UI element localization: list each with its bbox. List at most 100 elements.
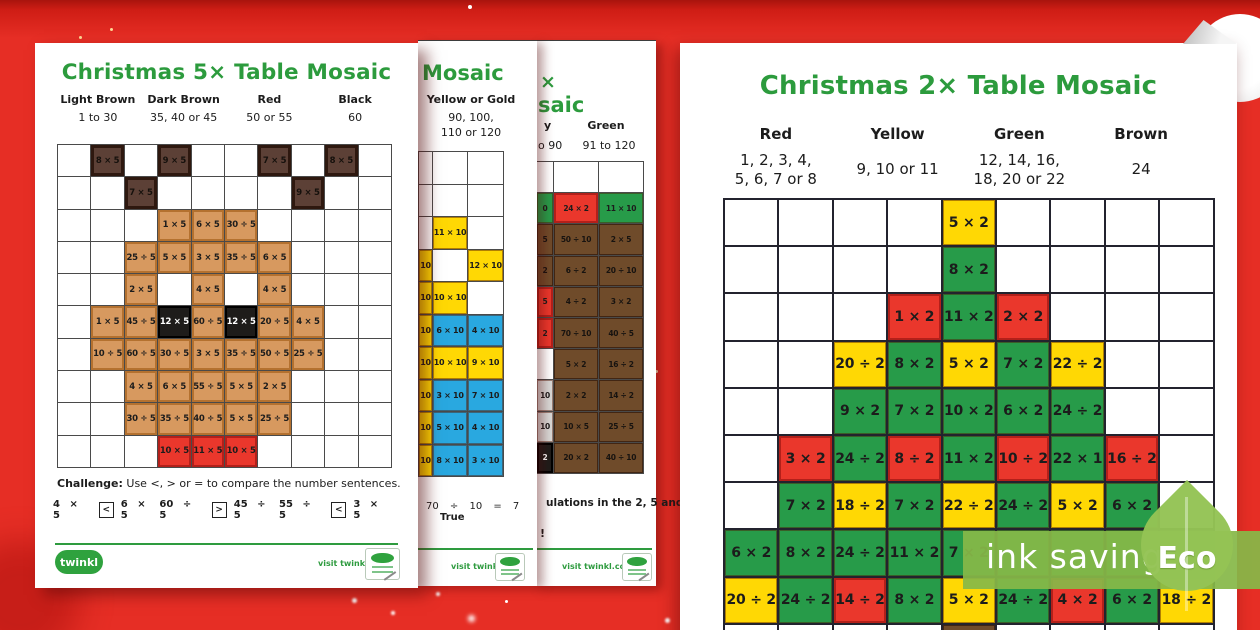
mosaic-cell-blank — [1106, 624, 1161, 630]
mosaic-cell-blank — [725, 294, 780, 342]
key-name: Black — [338, 93, 372, 106]
key-item: Light Brown 1 to 30 — [55, 93, 141, 124]
mosaic-grid: 11 × 10 10 12 × 10 10 10 × 10 10 6 × 10 4 × 10 1… — [418, 151, 504, 477]
snow-speck — [505, 600, 508, 603]
mosaic-cell-blank — [58, 338, 92, 372]
key-item: Brown 24 — [1080, 125, 1202, 189]
key-range: 24 — [1131, 160, 1151, 178]
mosaic-cell-blank — [124, 435, 159, 468]
mosaic-cell: 7 × 5 — [124, 177, 159, 210]
key-range-green: 91 to 120 — [582, 139, 636, 152]
mosaic-cell-blank — [1105, 294, 1161, 342]
snow-speck — [352, 598, 357, 603]
twinkl-cloud-icon — [627, 557, 647, 567]
mosaic-cell: 2 × 2 — [554, 380, 599, 412]
mosaic-cell-blank — [358, 435, 392, 468]
mosaic-cell-blank — [725, 624, 780, 630]
page-title-fragment: saic — [538, 93, 585, 117]
mosaic-cell: 24 × 2 — [554, 193, 599, 225]
mosaic-cell: 5 — [537, 286, 554, 318]
mosaic-cell: 3 × 5 — [191, 338, 225, 372]
mosaic-cell: 20 ÷ 2 — [725, 577, 780, 625]
key-item: Black 60 — [312, 93, 398, 124]
mosaic-cell-blank — [358, 274, 392, 307]
mosaic-cell-blank — [358, 209, 392, 242]
mosaic-cell-blank — [58, 209, 92, 242]
mosaic-cell: 2 × 5 — [599, 224, 644, 256]
mosaic-cell-blank — [124, 145, 159, 178]
snow-speck — [468, 5, 472, 9]
mosaic-cell: 7 × 5 — [258, 145, 292, 178]
key-name: Red — [759, 125, 793, 143]
key-range: 1, 2, 3, 4, — [740, 151, 812, 169]
comparison-operator-box[interactable]: < — [98, 502, 114, 518]
mosaic-cell-blank — [833, 294, 889, 342]
mosaic-cell: 8 × 2 — [942, 247, 997, 295]
comparison-operator-box[interactable]: > — [211, 502, 227, 518]
comparison-3: 55 ÷ 5 < 3 × 5 — [279, 499, 392, 521]
twinkl-logo[interactable]: twinkl — [55, 550, 103, 574]
visit-twinkl-link[interactable]: visit twinkl.com — [451, 562, 523, 571]
mosaic-cell-blank — [58, 403, 92, 436]
comparison-2: 60 ÷ 5 > 45 ÷ 5 — [159, 499, 279, 521]
comparison-right: 45 ÷ 5 — [233, 499, 266, 521]
mosaic-cell-blank — [325, 241, 359, 275]
mosaic-cell-blank — [358, 241, 392, 275]
key-item: Dark Brown 35, 40 or 45 — [141, 93, 227, 124]
mosaic-cell: 4 × 5 — [291, 306, 326, 339]
mosaic-cell: 10 — [537, 411, 554, 443]
mosaic-cell: 20 ÷ 2 — [833, 341, 889, 389]
mosaic-cell-blank — [325, 274, 359, 307]
key-range: 5, 6, 7 or 8 — [734, 170, 817, 188]
key-name: Red — [257, 93, 282, 106]
mosaic-cell-blank — [325, 338, 359, 372]
mosaic-cell: 6 × 5 — [191, 209, 225, 242]
mosaic-cell: 12 × 5 — [224, 306, 259, 339]
comparison-operator-box[interactable]: < — [331, 502, 347, 518]
mosaic-cell-blank — [1160, 294, 1215, 342]
mosaic-cell-blank — [468, 217, 504, 250]
mosaic-cell: 22 × 1 — [1051, 435, 1106, 484]
visit-twinkl-link[interactable]: visit twinkl.com — [318, 559, 390, 568]
snow-speck — [79, 36, 82, 39]
mosaic-cell: 50 ÷ 10 — [554, 224, 599, 256]
comparison-left: 60 ÷ 5 — [159, 499, 192, 521]
check-statement: 70 ÷ 10 = 7 True — [426, 501, 520, 523]
mosaic-cell-blank — [1051, 200, 1106, 248]
mosaic-cell-blank — [124, 209, 159, 242]
mosaic-cell-blank — [58, 274, 92, 307]
mosaic-cell: 11 × 10 — [599, 193, 644, 225]
mosaic-cell: 1 × 5 — [91, 306, 125, 339]
mosaic-cell: 4 × 5 — [124, 371, 159, 404]
footer-text-fragment: ulations in the 2, 5 and — [546, 497, 684, 509]
mosaic-cell: 7 × 2 — [888, 483, 943, 531]
mosaic-cell-blank — [291, 209, 326, 242]
mosaic-cell: 4 ÷ 2 — [554, 286, 599, 318]
key-range: 50 or 55 — [246, 111, 293, 124]
mosaic-cell: 8 × 2 — [888, 577, 943, 625]
mosaic-cell-blank — [433, 152, 468, 185]
mosaic-cell-blank — [833, 200, 889, 248]
mosaic-cell-blank — [419, 152, 433, 185]
mosaic-cell-blank — [58, 241, 92, 275]
mosaic-cell: 10 × 10 — [433, 347, 468, 380]
mosaic-cell-blank — [1051, 247, 1106, 295]
mosaic-cell: 7 × 2 — [996, 341, 1052, 389]
mosaic-cell: 20 × 2 — [554, 442, 599, 474]
mosaic-cell: 6 × 2 — [996, 388, 1052, 436]
mosaic-cell-blank — [258, 435, 292, 468]
mosaic-cell: 4 × 10 — [468, 314, 504, 347]
visit-twinkl-link[interactable]: visit twinkl.com — [562, 562, 634, 571]
mosaic-cell-blank — [1105, 341, 1161, 389]
mosaic-cell-blank — [58, 435, 92, 468]
mosaic-cell-blank — [779, 294, 834, 342]
mosaic-cell: 2 × 5 — [124, 274, 159, 307]
mosaic-cell: 14 ÷ 2 — [599, 380, 644, 412]
mosaic-cell: 11 × 10 — [433, 217, 468, 250]
mosaic-cell: 8 ÷ 2 — [888, 435, 943, 484]
twinkl-quality-badge — [365, 548, 400, 581]
key-item: Green 12, 14, 16, 18, 20 or 22 — [959, 125, 1081, 189]
mosaic-cell-blank — [725, 200, 780, 248]
key-item: Yellow 9, 10 or 11 — [837, 125, 959, 189]
